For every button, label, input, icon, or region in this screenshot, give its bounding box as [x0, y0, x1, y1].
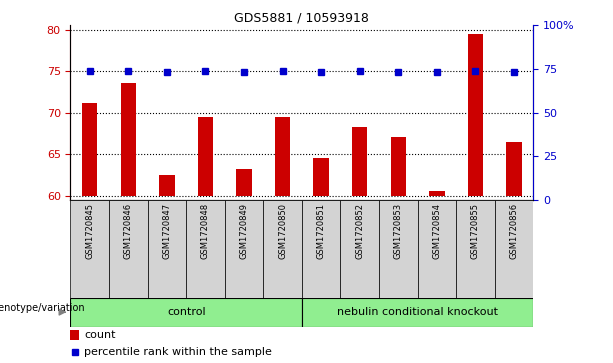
Bar: [275, 117, 291, 196]
Bar: [417, 200, 456, 298]
Bar: [237, 169, 252, 196]
Text: genotype/variation: genotype/variation: [0, 303, 85, 313]
Text: GSM1720852: GSM1720852: [356, 203, 364, 258]
Bar: [313, 158, 329, 196]
Bar: [121, 83, 136, 196]
Text: control: control: [167, 307, 205, 317]
Text: GSM1720846: GSM1720846: [124, 203, 133, 259]
Text: GSM1720847: GSM1720847: [162, 203, 172, 259]
Bar: [390, 138, 406, 196]
Bar: [148, 200, 186, 298]
Bar: [70, 298, 302, 327]
Bar: [264, 200, 302, 298]
Text: count: count: [85, 330, 116, 340]
Text: GSM1720854: GSM1720854: [432, 203, 441, 258]
Bar: [456, 200, 495, 298]
Text: GSM1720845: GSM1720845: [85, 203, 94, 258]
Bar: [379, 200, 417, 298]
Text: GSM1720849: GSM1720849: [240, 203, 248, 258]
Text: GSM1720850: GSM1720850: [278, 203, 287, 258]
Bar: [82, 103, 97, 196]
Text: nebulin conditional knockout: nebulin conditional knockout: [337, 307, 498, 317]
Bar: [429, 191, 444, 196]
Bar: [186, 200, 225, 298]
Text: GSM1720853: GSM1720853: [394, 203, 403, 259]
Text: percentile rank within the sample: percentile rank within the sample: [85, 347, 272, 357]
Bar: [70, 330, 79, 340]
Bar: [468, 34, 483, 196]
Bar: [159, 175, 175, 196]
Bar: [109, 200, 148, 298]
Text: GSM1720851: GSM1720851: [317, 203, 326, 258]
Bar: [302, 200, 340, 298]
Bar: [340, 200, 379, 298]
Bar: [352, 127, 367, 196]
Title: GDS5881 / 10593918: GDS5881 / 10593918: [234, 11, 370, 24]
Bar: [302, 298, 533, 327]
Text: GSM1720855: GSM1720855: [471, 203, 480, 258]
Text: GSM1720848: GSM1720848: [201, 203, 210, 259]
Bar: [70, 200, 109, 298]
Text: GSM1720856: GSM1720856: [509, 203, 519, 259]
Bar: [495, 200, 533, 298]
Bar: [506, 142, 522, 196]
Bar: [225, 200, 264, 298]
Bar: [198, 117, 213, 196]
